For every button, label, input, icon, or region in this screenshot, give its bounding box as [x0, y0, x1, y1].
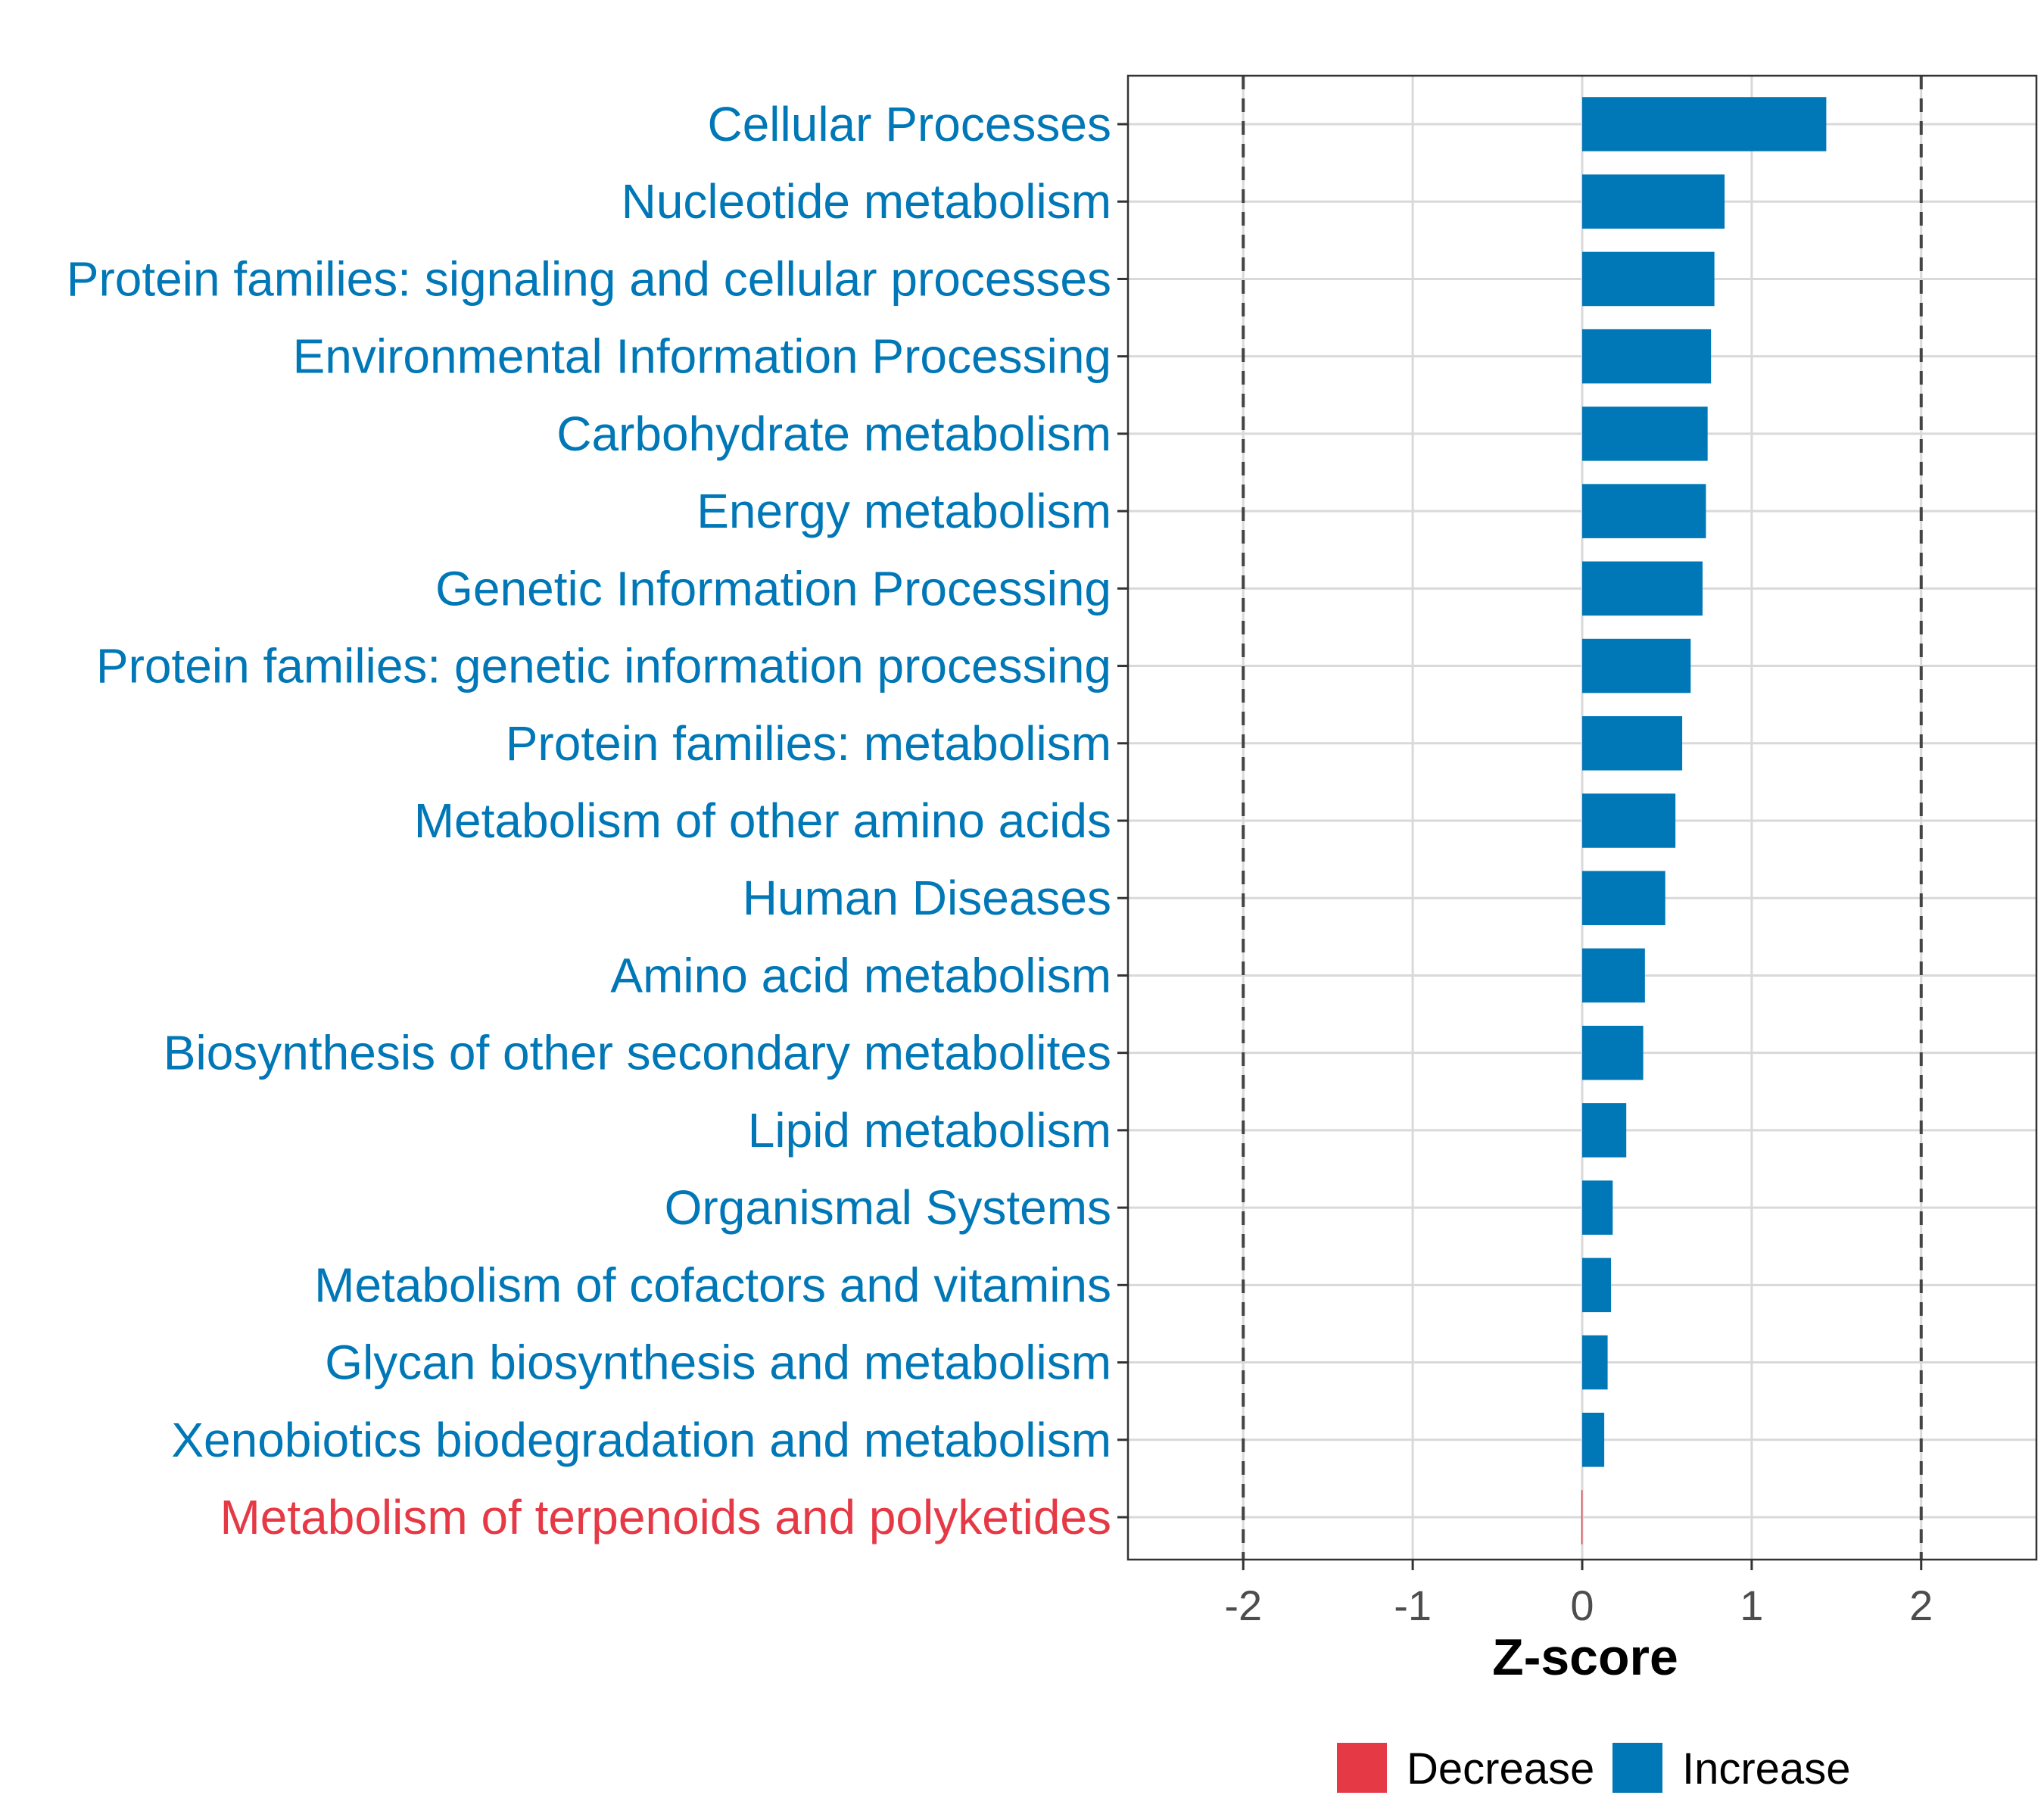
- y-axis-ticks: Cellular Processes Nucleotide metabolism P…: [67, 97, 1128, 1544]
- category-label: Nucleotide metabolism: [622, 174, 1111, 229]
- bar: [1582, 1025, 1644, 1080]
- x-tick-label: 0: [1570, 1582, 1594, 1629]
- bar: [1582, 1180, 1613, 1235]
- bar: [1582, 407, 1708, 461]
- x-axis-title: Z-score: [1492, 1628, 1678, 1686]
- category-label: Glycan biosynthesis and metabolism: [325, 1335, 1111, 1390]
- x-tick-label: 1: [1740, 1582, 1763, 1629]
- bar: [1582, 97, 1827, 151]
- x-tick-label: -1: [1394, 1582, 1432, 1629]
- category-label: Metabolism of terpenoids and polyketides: [220, 1490, 1111, 1544]
- legend-swatch: [1612, 1743, 1662, 1793]
- bar: [1582, 638, 1691, 693]
- bar: [1582, 1258, 1612, 1313]
- x-axis-ticks: -2 -1 0 1 2: [1224, 1560, 1933, 1629]
- bar: [1582, 716, 1683, 771]
- category-label: Genetic Information Processing: [435, 561, 1111, 616]
- category-label: Amino acid metabolism: [610, 948, 1111, 1002]
- bar: [1582, 484, 1706, 538]
- category-label: Carbohydrate metabolism: [556, 407, 1111, 461]
- category-label: Metabolism of other amino acids: [414, 793, 1111, 848]
- bar: [1582, 1103, 1627, 1158]
- bar: [1582, 1335, 1608, 1390]
- bar: [1582, 251, 1715, 307]
- category-label: Environmental Information Processing: [293, 329, 1111, 384]
- category-label: Metabolism of cofactors and vitamins: [314, 1258, 1111, 1312]
- category-label: Protein families: genetic information pr…: [96, 639, 1111, 693]
- bar: [1582, 329, 1712, 384]
- bar: [1581, 1490, 1583, 1544]
- legend-label: Decrease: [1407, 1744, 1594, 1794]
- legend-label: Increase: [1682, 1744, 1850, 1794]
- category-label: Biosynthesis of other secondary metaboli…: [164, 1026, 1111, 1080]
- category-label: Cellular Processes: [707, 97, 1111, 151]
- category-label: Xenobiotics biodegradation and metabolis…: [171, 1413, 1111, 1467]
- bar: [1582, 948, 1645, 1003]
- x-tick-label: 2: [1909, 1582, 1933, 1629]
- legend: Decrease Increase: [1337, 1743, 1850, 1794]
- category-label: Protein families: signaling and cellular…: [67, 251, 1111, 306]
- legend-swatch: [1337, 1743, 1387, 1793]
- bar: [1582, 561, 1703, 616]
- category-label: Human Diseases: [743, 871, 1111, 925]
- category-label: Lipid metabolism: [748, 1103, 1111, 1158]
- bar: [1582, 174, 1725, 229]
- bar: [1582, 871, 1665, 925]
- bars: [1581, 97, 1827, 1544]
- category-label: Protein families: metabolism: [506, 716, 1111, 771]
- category-label: Organismal Systems: [665, 1180, 1111, 1235]
- x-tick-label: -2: [1224, 1582, 1262, 1629]
- bar: [1582, 793, 1676, 848]
- reference-lines: [1242, 76, 1923, 1560]
- bar: [1582, 1413, 1605, 1467]
- category-label: Energy metabolism: [696, 484, 1111, 538]
